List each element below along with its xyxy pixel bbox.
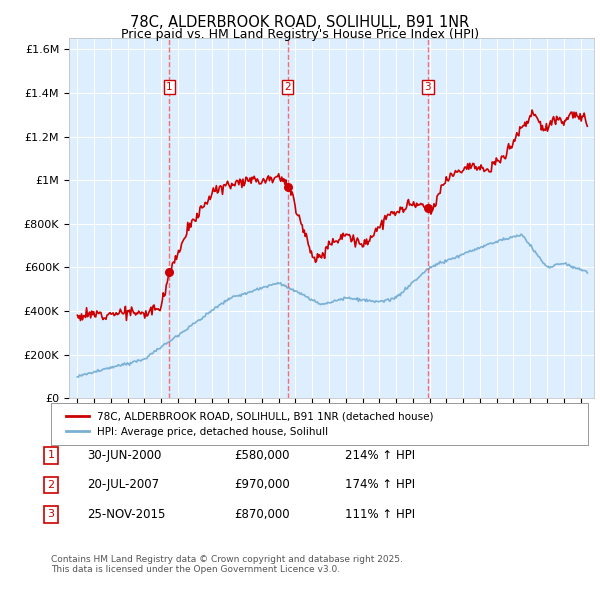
Text: £970,000: £970,000 — [234, 478, 290, 491]
Text: 1: 1 — [166, 82, 173, 92]
Text: 1: 1 — [47, 451, 55, 460]
Text: 3: 3 — [47, 510, 55, 519]
Text: £870,000: £870,000 — [234, 508, 290, 521]
Text: 25-NOV-2015: 25-NOV-2015 — [87, 508, 166, 521]
Text: 3: 3 — [425, 82, 431, 92]
Text: £580,000: £580,000 — [234, 449, 290, 462]
Text: 174% ↑ HPI: 174% ↑ HPI — [345, 478, 415, 491]
Text: 2: 2 — [284, 82, 291, 92]
Legend: 78C, ALDERBROOK ROAD, SOLIHULL, B91 1NR (detached house), HPI: Average price, de: 78C, ALDERBROOK ROAD, SOLIHULL, B91 1NR … — [62, 408, 437, 441]
Text: 78C, ALDERBROOK ROAD, SOLIHULL, B91 1NR: 78C, ALDERBROOK ROAD, SOLIHULL, B91 1NR — [130, 15, 470, 30]
Text: 2: 2 — [47, 480, 55, 490]
Text: 111% ↑ HPI: 111% ↑ HPI — [345, 508, 415, 521]
Text: 214% ↑ HPI: 214% ↑ HPI — [345, 449, 415, 462]
Text: Price paid vs. HM Land Registry's House Price Index (HPI): Price paid vs. HM Land Registry's House … — [121, 28, 479, 41]
Text: 20-JUL-2007: 20-JUL-2007 — [87, 478, 159, 491]
Text: Contains HM Land Registry data © Crown copyright and database right 2025.
This d: Contains HM Land Registry data © Crown c… — [51, 555, 403, 574]
Text: 30-JUN-2000: 30-JUN-2000 — [87, 449, 161, 462]
